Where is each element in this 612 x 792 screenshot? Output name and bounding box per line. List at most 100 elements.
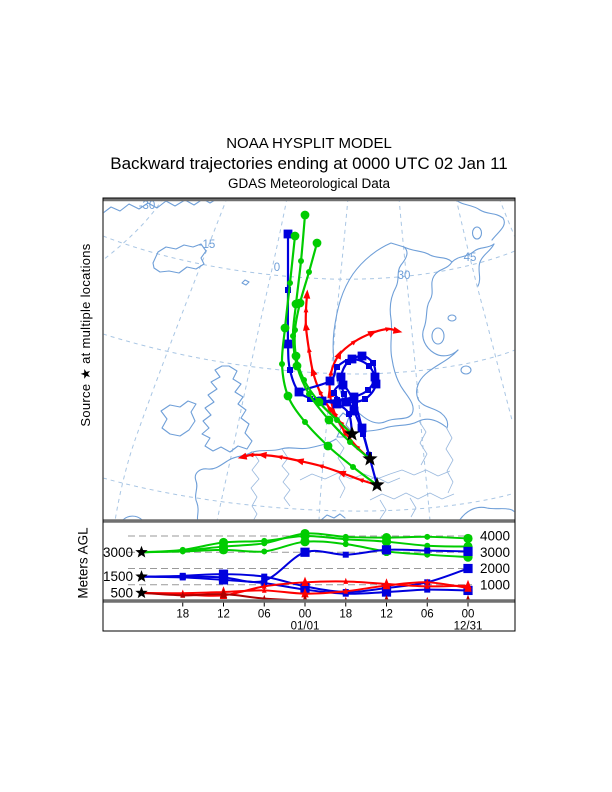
coastline (320, 513, 346, 520)
met-data-subtitle: GDAS Meteorological Data (227, 176, 391, 191)
border-line (418, 420, 428, 466)
trajectory-marker-square (370, 360, 376, 366)
trajectory-marker-square (362, 396, 368, 402)
trajectory-marker-circle (290, 333, 296, 339)
lake (447, 314, 457, 322)
start-height-label: 3000 (103, 545, 133, 560)
trajectory-marker-circle (283, 391, 293, 401)
trajectory-marker-circle (463, 533, 473, 544)
coastline-finland (403, 246, 459, 357)
meridian-line (216, 200, 288, 520)
lake (471, 226, 483, 240)
date-label: 12/31 (454, 621, 483, 633)
coastline-britain (201, 365, 253, 453)
meridian-label: 0 (274, 262, 280, 274)
trajectory-marker-triangle (326, 404, 335, 414)
outer-frame (102, 197, 516, 632)
source-star-icon (135, 570, 148, 582)
start-height-label: 1500 (103, 569, 133, 584)
trajectory-marker-triangle (367, 330, 377, 338)
trajectory-marker-circle (324, 415, 334, 425)
source-star-icon (344, 426, 360, 441)
trajectory-marker-square (349, 406, 359, 416)
trajectory-marker-circle (292, 361, 302, 371)
trajectory-marker-circle (306, 391, 312, 397)
trajectory-marker-circle (218, 545, 229, 555)
trajectory-marker-triangle (382, 579, 391, 590)
trajectory-marker-square (424, 586, 431, 593)
trajectory-marker-square (336, 372, 346, 382)
time-tick-label: 18 (176, 609, 189, 621)
source-star-icon (369, 477, 385, 492)
trajectory-marker-circle (350, 464, 356, 470)
trajectory-marker-triangle (301, 576, 309, 586)
trajectory-marker-circle (300, 210, 310, 220)
meridian-label: 30 (398, 270, 411, 282)
start-height-label: 500 (110, 585, 133, 600)
trajectory-marker-triangle (219, 588, 228, 598)
trajectory-marker-triangle (333, 410, 339, 418)
trajectory-marker-triangle (302, 594, 308, 600)
trajectory-marker-triangle (303, 306, 309, 313)
coastline-baltics (416, 349, 459, 429)
trajectory-marker-triangle (424, 582, 430, 589)
lake (431, 327, 445, 345)
trajectory-marker-triangle (276, 455, 283, 460)
trajectory-marker-square (463, 563, 473, 574)
trajectory-marker-square (325, 376, 335, 386)
time-tick-label: 00 (462, 609, 475, 621)
trajectory-marker-triangle (261, 582, 267, 589)
meridian-line (114, 200, 227, 520)
trajectory-marker-circle (290, 231, 300, 241)
coastline (103, 200, 216, 214)
trajectory-marker-square (381, 587, 392, 597)
latitude-arc (103, 477, 515, 512)
trajectory-marker-square (261, 573, 268, 580)
trajectory-marker-triangle (237, 452, 248, 460)
model-title: NOAA HYSPLIT MODEL (226, 135, 392, 152)
right-axis-label: 4000 (480, 529, 510, 544)
trajectory-marker-triangle (317, 464, 324, 469)
trajectory-marker-square (342, 590, 349, 597)
trajectory-marker-circle (334, 417, 340, 423)
coastlines (103, 200, 515, 520)
trajectory-marker-square (365, 387, 371, 393)
source-star-icon (135, 545, 148, 558)
main-title: Backward trajectories ending at 0000 UTC… (110, 154, 508, 173)
border-line (445, 426, 454, 494)
coastline-scandinavia (332, 242, 414, 424)
trajectory-marker-square (218, 569, 229, 579)
trajectory-marker-square (331, 390, 337, 396)
time-tick-label: 06 (421, 609, 434, 621)
trajectory-marker-square (283, 229, 293, 239)
source-star-icon (135, 586, 148, 599)
date-label: 01/01 (291, 621, 320, 633)
meridian-label: -30 (139, 200, 156, 212)
right-axis-label: 3000 (480, 545, 510, 560)
trajectory-marker-triangle (303, 321, 310, 331)
trajectory-marker-triangle (336, 470, 347, 478)
meridian-label: 45 (464, 252, 477, 264)
meridian-line (318, 200, 349, 520)
trajectory-marker-square (218, 575, 229, 585)
country-borders (250, 420, 455, 520)
map-label-layer: -30 -15 0 30 45 (139, 200, 477, 282)
trajectory-marker-square (179, 574, 186, 581)
border-line (389, 469, 451, 477)
meridian-line (499, 200, 515, 237)
trajectory-marker-triangle (344, 596, 348, 600)
coastline (252, 438, 337, 453)
graticule (103, 200, 515, 520)
trajectory-marker-square (285, 287, 291, 293)
trajectory-marker-triangle (318, 388, 324, 396)
right-axis-label: 2000 (480, 561, 510, 576)
time-tick-label: 06 (258, 609, 271, 621)
trajectory-marker-square (463, 546, 473, 557)
time-tick-label: 12 (217, 609, 230, 621)
trajectory-marker-triangle (262, 594, 267, 600)
height-500m-src3 (141, 591, 469, 600)
